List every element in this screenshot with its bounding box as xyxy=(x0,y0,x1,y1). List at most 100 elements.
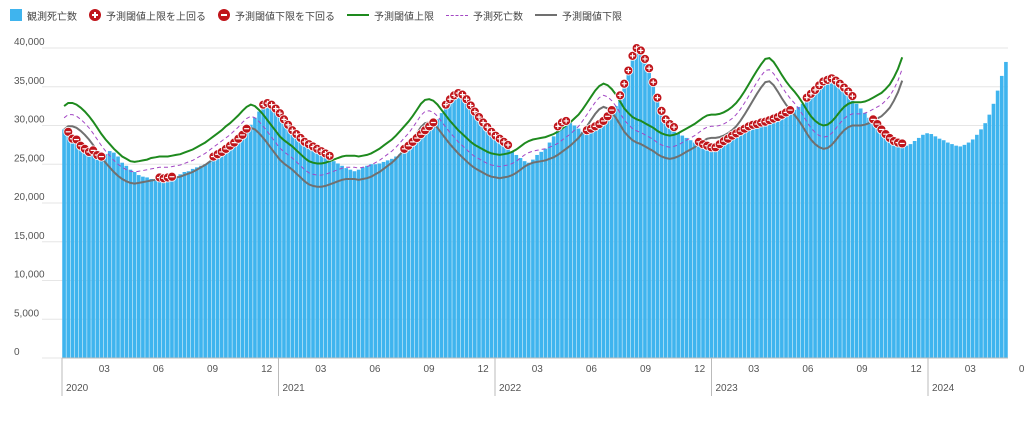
upper-threshold-line xyxy=(63,56,904,165)
bar xyxy=(605,119,610,358)
marker-above[interactable] xyxy=(656,105,667,116)
legend-item-observed[interactable]: 観測死亡数 xyxy=(10,8,77,23)
bar xyxy=(738,134,743,358)
bar xyxy=(369,164,373,358)
bar xyxy=(390,158,394,358)
bar xyxy=(560,125,564,358)
bar xyxy=(406,148,411,358)
bar xyxy=(82,151,87,358)
bar xyxy=(842,90,846,358)
marker-above[interactable] xyxy=(324,150,335,161)
legend-item-predicted[interactable]: 予測死亡数 xyxy=(446,8,523,23)
bar xyxy=(585,133,589,358)
legend: 観測死亡数 予測閾値上限を上回る 予測閾値下限を下回る 予測閾値上限 予測死亡数… xyxy=(10,6,634,24)
bar xyxy=(701,147,705,358)
bar xyxy=(190,168,195,358)
bar xyxy=(551,136,556,358)
y-tick-label: 5,000 xyxy=(14,308,39,319)
marker-above[interactable] xyxy=(619,78,630,89)
bar xyxy=(352,171,357,358)
bar xyxy=(493,138,498,358)
marker-above[interactable] xyxy=(623,65,634,76)
y-tick-label: 25,000 xyxy=(14,153,45,164)
bar xyxy=(522,161,527,358)
bar xyxy=(730,138,734,358)
bar xyxy=(253,117,257,358)
marker-above[interactable] xyxy=(669,122,679,133)
bar xyxy=(203,164,207,358)
legend-item-above[interactable]: 予測閾値上限を上回る xyxy=(89,8,206,23)
marker-below[interactable] xyxy=(897,138,908,149)
bar xyxy=(402,151,407,358)
bar xyxy=(676,133,680,358)
marker-below[interactable] xyxy=(428,117,439,128)
bar xyxy=(244,131,249,358)
bar xyxy=(373,164,378,358)
bar xyxy=(464,102,469,358)
bar xyxy=(788,113,792,358)
bar xyxy=(381,161,386,358)
legend-item-lower[interactable]: 予測閾値下限 xyxy=(535,8,622,23)
marker-below[interactable] xyxy=(606,105,617,115)
bar xyxy=(66,134,71,358)
marker-above[interactable] xyxy=(644,63,655,74)
legend-item-upper[interactable]: 予測閾値上限 xyxy=(347,8,434,23)
marker-above[interactable] xyxy=(627,50,638,61)
bar xyxy=(954,145,958,358)
marker-above[interactable] xyxy=(652,92,663,103)
bar xyxy=(983,123,988,358)
bar xyxy=(360,167,365,358)
bar xyxy=(771,121,776,358)
bar xyxy=(224,151,228,358)
bar xyxy=(468,108,473,358)
marker-below[interactable] xyxy=(63,126,74,137)
bar xyxy=(443,107,448,358)
y-tick-label: 35,000 xyxy=(14,76,45,87)
legend-label-predicted: 予測死亡数 xyxy=(473,11,523,23)
bar xyxy=(813,92,817,358)
bar xyxy=(688,140,693,358)
marker-above[interactable] xyxy=(635,45,646,56)
x-tick-label: 06 xyxy=(802,364,814,375)
bar xyxy=(846,94,851,358)
bar xyxy=(481,125,485,358)
bar xyxy=(336,163,340,358)
x-tick-label: 03 xyxy=(532,364,544,375)
legend-line-upper xyxy=(347,14,369,16)
bar xyxy=(896,145,900,358)
bar xyxy=(601,123,606,358)
bar xyxy=(576,128,581,358)
bar xyxy=(514,154,519,358)
bar xyxy=(883,137,888,358)
bar xyxy=(145,177,149,358)
bar xyxy=(340,165,344,358)
marker-above[interactable] xyxy=(503,140,513,150)
marker-above[interactable] xyxy=(561,116,572,126)
marker-above[interactable] xyxy=(648,77,659,88)
marker-above[interactable] xyxy=(640,54,650,64)
bar xyxy=(348,169,353,358)
bar xyxy=(410,144,415,358)
bar xyxy=(950,144,954,358)
bar xyxy=(858,108,863,358)
legend-item-below[interactable]: 予測閾値下限を下回る xyxy=(218,8,335,23)
marker-below[interactable] xyxy=(96,151,107,162)
bar xyxy=(199,165,203,358)
marker-above[interactable] xyxy=(615,90,625,101)
bar xyxy=(207,161,212,358)
bar xyxy=(165,180,170,358)
bar xyxy=(970,139,975,358)
bar xyxy=(427,129,432,358)
bar xyxy=(713,150,718,358)
bar xyxy=(975,134,979,358)
bar xyxy=(767,123,772,358)
marker-below[interactable] xyxy=(785,105,796,115)
marker-above[interactable] xyxy=(847,91,858,102)
bar xyxy=(904,145,909,358)
bar xyxy=(286,127,290,358)
bar xyxy=(672,130,676,358)
bar xyxy=(638,53,643,359)
marker-below[interactable] xyxy=(167,171,177,182)
bar xyxy=(124,165,129,358)
marker-below[interactable] xyxy=(241,123,252,134)
